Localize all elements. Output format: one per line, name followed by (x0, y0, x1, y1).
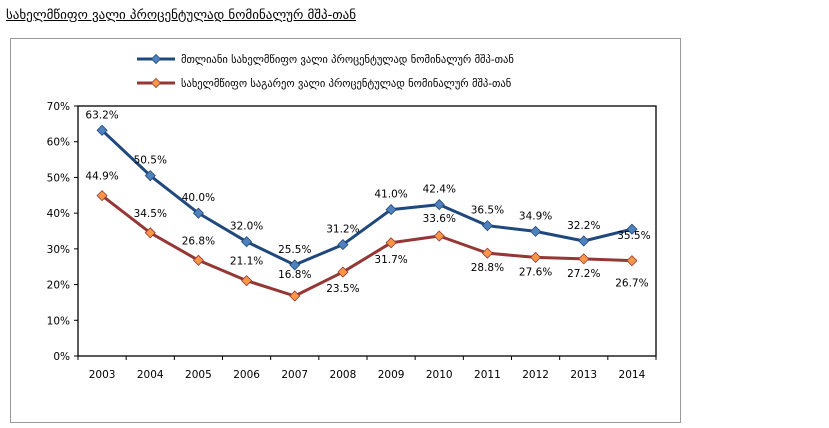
series-2-point (289, 290, 301, 302)
data-label: 27.2% (567, 268, 600, 280)
data-label: 16.8% (278, 269, 311, 281)
legend-marker (150, 53, 162, 65)
legend-entry: მთლიანი სახელმწიფო ვალი პროცენტულად ნომი… (181, 54, 514, 66)
data-label: 36.5% (471, 205, 504, 217)
y-tick-label: 10% (47, 315, 70, 327)
series-1-point (530, 225, 542, 237)
y-tick-label: 70% (47, 101, 70, 113)
series-1-point (481, 220, 493, 232)
series-2-point (96, 190, 108, 202)
legend-entry: სახელმწიფო საგარეო ვალი პროცენტულად ნომი… (181, 78, 511, 90)
series-2-point (626, 255, 638, 267)
series-2-point (481, 247, 493, 259)
series-2-point (530, 251, 542, 263)
data-label: 31.7% (374, 254, 407, 266)
x-tick-label: 2004 (137, 369, 164, 381)
data-label: 42.4% (423, 184, 456, 196)
data-label: 31.2% (326, 224, 359, 236)
data-label: 35.5% (617, 230, 650, 242)
series-line-1 (101, 129, 633, 267)
x-tick-label: 2005 (185, 369, 212, 381)
x-tick-label: 2006 (233, 369, 260, 381)
series-1-point (337, 239, 349, 251)
x-tick-label: 2011 (474, 369, 501, 381)
line-chart: 0% 10% 20% 30% 40% 50% 60% 70% 2003 2004 2005 2006 2… (47, 53, 657, 381)
series-2-point (385, 237, 397, 249)
data-label: 63.2% (85, 109, 118, 121)
data-label: 21.1% (230, 256, 263, 268)
data-label: 23.5% (326, 283, 359, 295)
x-tick-label: 2009 (378, 369, 405, 381)
x-tick-label: 2014 (619, 369, 646, 381)
x-tick-label: 2008 (330, 369, 357, 381)
x-tick-label: 2012 (522, 369, 549, 381)
y-tick-label: 40% (47, 208, 70, 220)
data-label: 40.0% (182, 192, 215, 204)
data-label: 34.9% (519, 210, 552, 222)
x-tick-label: 2007 (281, 369, 308, 381)
series-2-point (192, 254, 204, 266)
data-label: 44.9% (85, 171, 118, 183)
series-2-point (578, 253, 590, 265)
series-2-point (433, 230, 445, 242)
series-2-point (241, 275, 253, 287)
series-2-point (337, 266, 349, 278)
y-tick-label: 20% (47, 280, 70, 292)
chart-frame: 0% 10% 20% 30% 40% 50% 60% 70% 2003 2004 2005 2006 2… (10, 38, 681, 423)
y-tick-label: 0% (53, 351, 70, 363)
series-1-point (144, 170, 156, 182)
page-title: სახელმწიფო ვალი პროცენტულად ნომინალურ მშ… (6, 8, 357, 23)
y-tick-label: 60% (47, 137, 70, 149)
data-label: 26.8% (182, 235, 215, 247)
series-1-point (385, 204, 397, 216)
series-1-point (289, 259, 301, 271)
series-2-point (144, 227, 156, 239)
data-label: 32.2% (567, 220, 600, 232)
data-label: 32.0% (230, 221, 263, 233)
data-label: 25.5% (278, 244, 311, 256)
y-tick-label: 30% (47, 244, 70, 256)
data-label: 41.0% (374, 189, 407, 201)
series-1-point (433, 199, 445, 211)
data-label: 34.5% (134, 208, 167, 220)
series-1-point (626, 223, 638, 235)
data-label: 28.8% (471, 262, 504, 274)
series-1-point (578, 235, 590, 247)
y-tick-label: 50% (47, 172, 70, 184)
x-tick-label: 2003 (89, 369, 116, 381)
data-label: 26.7% (615, 278, 648, 290)
series-1-point (241, 236, 253, 248)
data-label: 50.5% (134, 155, 167, 167)
data-label: 27.6% (519, 266, 552, 278)
series-1-point (96, 124, 108, 136)
data-label: 33.6% (423, 213, 456, 225)
series-1-point (192, 207, 204, 219)
series-line-2 (101, 194, 632, 298)
x-tick-label: 2010 (426, 369, 453, 381)
legend-marker (150, 77, 162, 89)
x-tick-label: 2013 (570, 369, 597, 381)
